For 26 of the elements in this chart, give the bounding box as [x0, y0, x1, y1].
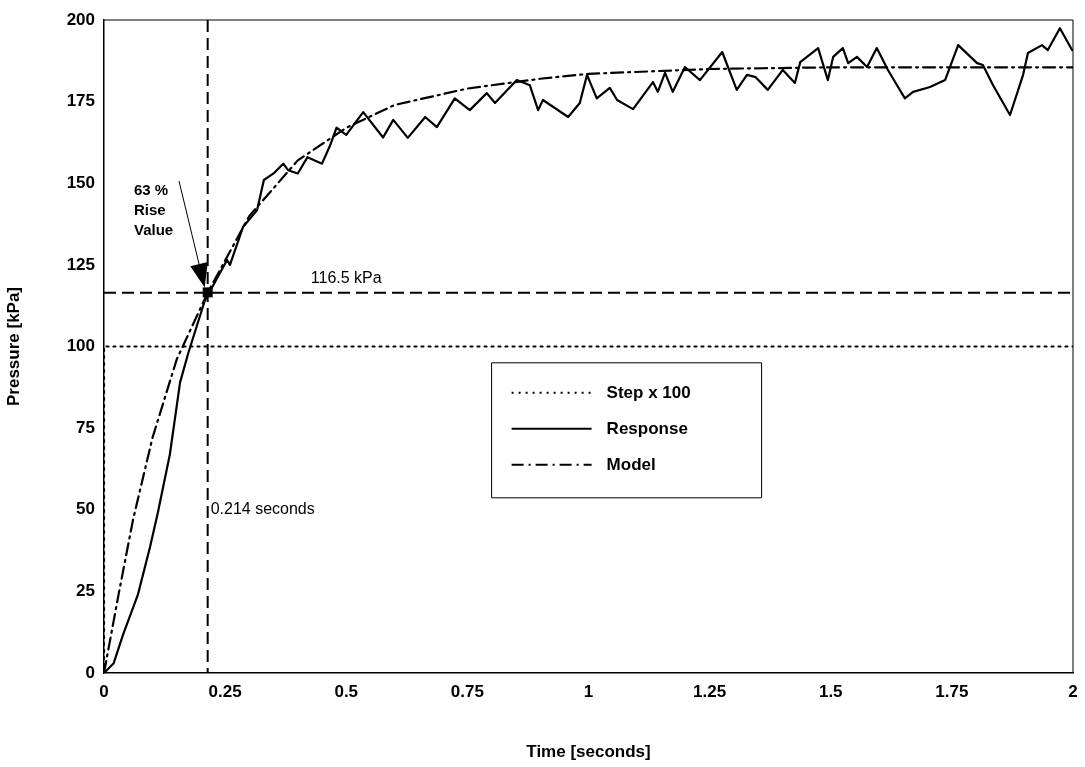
- x-tick-label: 0.25: [208, 681, 242, 701]
- y-tick-label: 150: [66, 172, 95, 192]
- x-axis-title: Time [seconds]: [526, 742, 651, 762]
- y-axis-title: Pressure [kPa]: [3, 286, 23, 407]
- y-tick-label: 50: [76, 499, 95, 519]
- annotation: 63 % Rise Value: [134, 180, 174, 238]
- x-tick-label: 1.75: [935, 681, 969, 701]
- x-tick-label: 1.25: [693, 681, 727, 701]
- y-tick-label: 100: [66, 336, 95, 356]
- x-tick-label: 0: [99, 681, 109, 701]
- y-tick-label: 200: [66, 9, 95, 29]
- x-tick-label: 1: [583, 681, 594, 701]
- y-tick-label: 25: [76, 581, 95, 601]
- ref-line-label: 116.5 kPa: [310, 269, 382, 287]
- legend-label: Response: [606, 418, 688, 438]
- ref-line-label: 0.214 seconds: [210, 500, 315, 518]
- x-tick-label: 2: [1068, 681, 1078, 701]
- x-tick-label: 1.5: [818, 681, 843, 701]
- y-tick-label: 125: [66, 254, 95, 274]
- legend-label: Step x 100: [606, 382, 691, 402]
- y-tick-label: 0: [85, 662, 95, 682]
- x-tick-label: 0.5: [334, 681, 359, 701]
- y-tick-label: 175: [66, 91, 95, 111]
- legend-label: Model: [606, 454, 656, 474]
- y-tick-label: 75: [76, 417, 95, 437]
- x-tick-label: 0.75: [450, 681, 484, 701]
